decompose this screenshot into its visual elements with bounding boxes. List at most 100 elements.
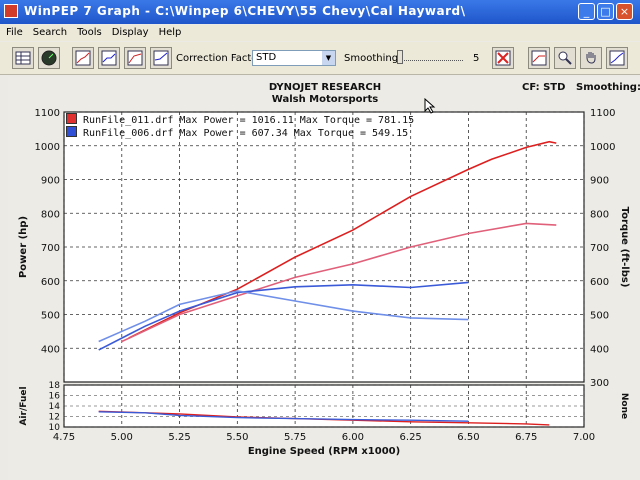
menu-bar: File Search Tools Display Help <box>0 25 640 41</box>
y-tick-label: 1100 <box>35 108 60 119</box>
slider-thumb[interactable] <box>397 50 403 64</box>
y2-tick-label: 500 <box>590 311 609 322</box>
title-bar: WinPEP 7 Graph - C:\Winpep 6\CHEVY\55 Ch… <box>0 0 640 24</box>
af-series <box>98 410 550 426</box>
x-tick-label: 5.25 <box>168 432 190 443</box>
smoothing-slider[interactable] <box>395 50 467 66</box>
af-right-label: None <box>619 393 629 419</box>
legend-file: RunFile_011.drf <box>83 115 174 126</box>
toolbar: Correction Factor: STD ▼ Smoothing: 5 <box>0 42 640 75</box>
series-line-torque <box>121 222 557 343</box>
slider-track <box>397 60 463 61</box>
table-view-button[interactable] <box>12 47 34 69</box>
y-tick-label: 400 <box>41 344 60 355</box>
y-tick-label: 800 <box>41 209 60 220</box>
x-tick-label: 6.00 <box>342 432 364 443</box>
main-series <box>98 140 557 351</box>
graph-button-4[interactable] <box>150 47 172 69</box>
graph-icon <box>609 50 625 66</box>
chart-subtitle: Walsh Motorsports <box>271 94 379 105</box>
legend-text: Max Power = 1016.11 Max Torque = 781.15 <box>179 115 415 126</box>
smoothing-value: 5 <box>473 53 480 64</box>
zoom-icon <box>558 51 572 65</box>
correction-factor-label: Correction Factor: <box>176 53 265 64</box>
y2-tick-label: 1100 <box>590 108 615 119</box>
legend-text: Max Power = 607.34 Max Torque = 549.15 <box>179 128 409 139</box>
graph-icon <box>127 50 143 66</box>
x-tick-label: 7.00 <box>573 432 595 443</box>
gauge-button[interactable] <box>38 47 60 69</box>
pan-button[interactable] <box>580 47 602 69</box>
af-tick-label: 18 <box>49 381 61 391</box>
maximize-button[interactable]: □ <box>597 3 614 20</box>
legend-item[interactable]: RunFile_006.drf Max Power = 607.34 Max T… <box>66 126 414 139</box>
zoom-button[interactable] <box>554 47 576 69</box>
graph-area: DYNOJET RESEARCH Walsh Motorsports CF: S… <box>8 77 640 480</box>
graph-icon <box>101 50 117 66</box>
menu-tools[interactable]: Tools <box>77 27 102 38</box>
af-tick-label: 12 <box>49 413 60 423</box>
graph-button-2[interactable] <box>98 47 120 69</box>
y-tick-label: 1000 <box>35 142 60 153</box>
af-tick-label: 10 <box>49 423 61 433</box>
table-icon <box>15 51 31 65</box>
y2-tick-label: 700 <box>590 243 609 254</box>
series-line-power <box>98 281 469 351</box>
graph-icon <box>531 50 547 66</box>
graph-button-6[interactable] <box>606 47 628 69</box>
y2-tick-label: 300 <box>590 378 609 389</box>
y-tick-label: 900 <box>41 176 60 187</box>
main-grid <box>63 111 585 383</box>
graph-button-5[interactable] <box>528 47 550 69</box>
x-tick-label: 5.50 <box>226 432 248 443</box>
chevron-down-icon[interactable]: ▼ <box>322 51 335 65</box>
legend-item[interactable]: RunFile_011.drf Max Power = 1016.11 Max … <box>66 113 414 126</box>
hand-icon <box>586 52 596 64</box>
graph-button-1[interactable] <box>72 47 94 69</box>
menu-display[interactable]: Display <box>111 27 149 38</box>
x-tick-label: 6.75 <box>515 432 537 443</box>
y2-tick-label: 600 <box>590 277 609 288</box>
smoothing-label: Smoothing: <box>344 53 402 64</box>
y2-tick-label: 800 <box>590 209 609 220</box>
menu-file[interactable]: File <box>6 27 23 38</box>
cf-status: CF: STD <box>522 82 566 93</box>
series-line-torque <box>98 290 469 343</box>
af-tick-label: 14 <box>49 402 61 412</box>
smoothing-status: Smoothing: 5 <box>576 82 640 93</box>
window-title: WinPEP 7 Graph - C:\Winpep 6\CHEVY\55 Ch… <box>24 4 466 18</box>
x-tick-label: 6.25 <box>400 432 422 443</box>
axis-labels: 4.75 5.00 5.25 5.50 5.75 6.00 6.25 6.50 6.75 7.00… <box>18 108 630 457</box>
gauge-icon <box>41 50 57 66</box>
legend: RunFile_011.drf Max Power = 1016.11 Max … <box>66 113 414 139</box>
x-axis-title: Engine Speed (RPM x1000) <box>248 446 400 457</box>
y-tick-label: 600 <box>41 277 60 288</box>
chart-title: DYNOJET RESEARCH <box>268 82 382 93</box>
legend-swatch-blue <box>66 126 77 137</box>
correction-factor-select[interactable]: STD ▼ <box>252 50 336 66</box>
legend-swatch-red <box>66 113 77 124</box>
af-series-line <box>98 411 469 422</box>
graph-button-3[interactable] <box>124 47 146 69</box>
y-tick-label: 700 <box>41 243 60 254</box>
x-tick-label: 4.75 <box>53 432 75 443</box>
remove-run-button[interactable] <box>492 47 514 69</box>
minimize-button[interactable]: _ <box>578 3 595 20</box>
app-icon <box>4 4 18 18</box>
y2-tick-label: 1000 <box>590 142 615 153</box>
close-button[interactable]: × <box>616 3 633 20</box>
x-tick-label: 6.50 <box>457 432 479 443</box>
x-tick-label: 5.00 <box>111 432 133 443</box>
menu-help[interactable]: Help <box>158 27 182 38</box>
y2-axis-title: Torque (ft-lbs) <box>619 207 630 288</box>
af-tick-label: 16 <box>49 392 61 402</box>
menu-search[interactable]: Search <box>32 27 68 38</box>
af-axis-title: Air/Fuel <box>19 386 29 425</box>
y2-tick-label: 900 <box>590 176 609 187</box>
mouse-cursor-icon <box>424 98 436 114</box>
y-tick-label: 500 <box>41 311 60 322</box>
dyno-chart: 4.75 5.00 5.25 5.50 5.75 6.00 6.25 6.50 6.75 7.00… <box>18 108 630 457</box>
graph-icon <box>75 50 91 66</box>
legend-file: RunFile_006.drf <box>83 128 174 139</box>
